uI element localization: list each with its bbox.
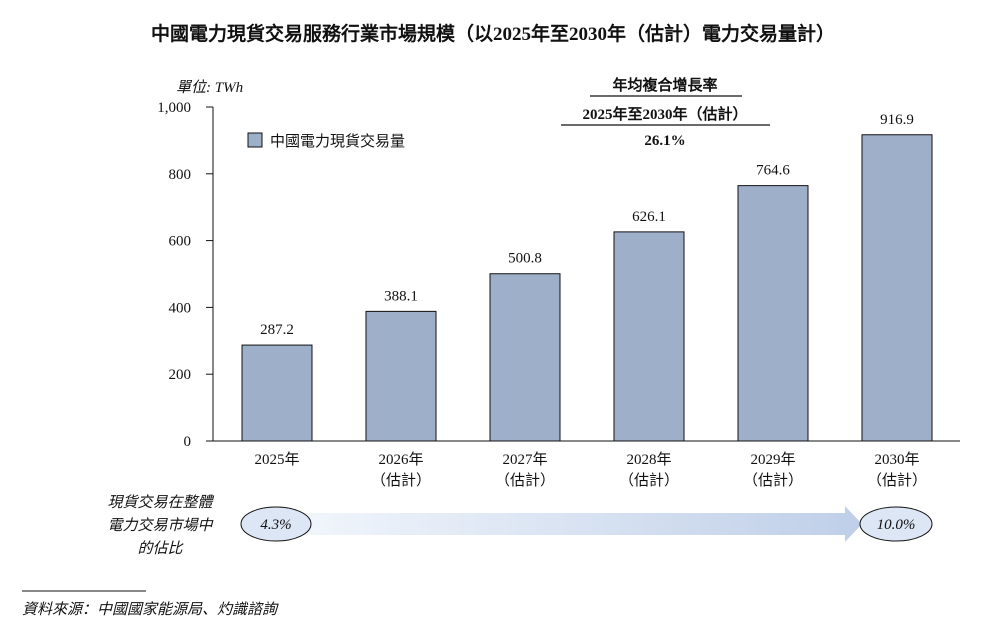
y-tick-label: 600: [169, 234, 192, 250]
share-end-ellipse: [859, 506, 933, 542]
share-start-value: 4.3%: [260, 517, 291, 533]
x-tick-label: 2027年: [502, 451, 547, 468]
x-tick-label: （估計）: [619, 472, 679, 489]
x-axis-labels: 2025年 2026年 （估計） 2027年 （估計） 2028年 （估計） 2029年 （估計…: [254, 451, 927, 489]
y-tick-label: 800: [169, 167, 192, 183]
legend-swatch: [247, 132, 263, 148]
bar-value-label: 764.6: [756, 163, 790, 179]
y-tick-label: 400: [169, 300, 192, 316]
bar: [489, 273, 561, 442]
cagr-title: 年均複合增長率: [612, 76, 717, 94]
unit-label: 單位: TWh: [176, 79, 243, 96]
bar-value-label: 916.9: [880, 112, 914, 128]
y-tick-label: 1,000: [157, 100, 191, 116]
bar-value-label: 500.8: [508, 251, 542, 267]
x-tick-label: （估計）: [371, 472, 431, 489]
share-start-ellipse: [240, 506, 312, 542]
x-tick-label: 2028年: [626, 451, 671, 468]
bar: [737, 185, 809, 442]
share-label-line-1: 現貨交易在整體: [107, 494, 214, 511]
y-tick-label: 0: [184, 434, 192, 450]
x-tick-label: （估計）: [495, 472, 555, 489]
bar: [241, 344, 313, 442]
bar-value-label: 287.2: [260, 322, 294, 338]
x-tick-label: 2030年: [874, 451, 919, 468]
share-growth-arrow: [292, 506, 862, 542]
y-tick-label: 200: [169, 367, 192, 383]
bar-value-label: 626.1: [632, 209, 666, 225]
bar: [861, 134, 933, 442]
x-tick-label: 2025年: [254, 451, 299, 468]
x-tick-label: （估計）: [743, 472, 803, 489]
share-end-value: 10.0%: [877, 517, 916, 533]
bar-value-label: 388.1: [384, 288, 418, 304]
share-label-line-3: 的佔比: [137, 540, 184, 557]
y-axis-ticks: 1,000 800 600 400 200 0: [157, 100, 213, 450]
x-tick-label: （估計）: [867, 472, 927, 489]
chart-title: 中國電力現貨交易服務行業市場規模（以2025年至2030年（估計）電力交易量計）: [151, 22, 835, 45]
bar: [365, 310, 437, 442]
cagr-period: 2025年至2030年（估計）: [582, 105, 747, 123]
cagr-value: 26.1%: [644, 133, 685, 149]
legend-label: 中國電力現貨交易量: [270, 132, 405, 150]
x-tick-label: 2026年: [378, 451, 423, 468]
x-tick-label: 2029年: [750, 451, 795, 468]
source-note: 資料來源：中國國家能源局、灼識諮詢: [22, 601, 279, 618]
bars-group: 287.2 388.1 500.8 626.1 764.6 916.9: [241, 112, 933, 442]
share-label-line-2: 電力交易市場中: [107, 517, 214, 534]
bar: [613, 231, 685, 442]
